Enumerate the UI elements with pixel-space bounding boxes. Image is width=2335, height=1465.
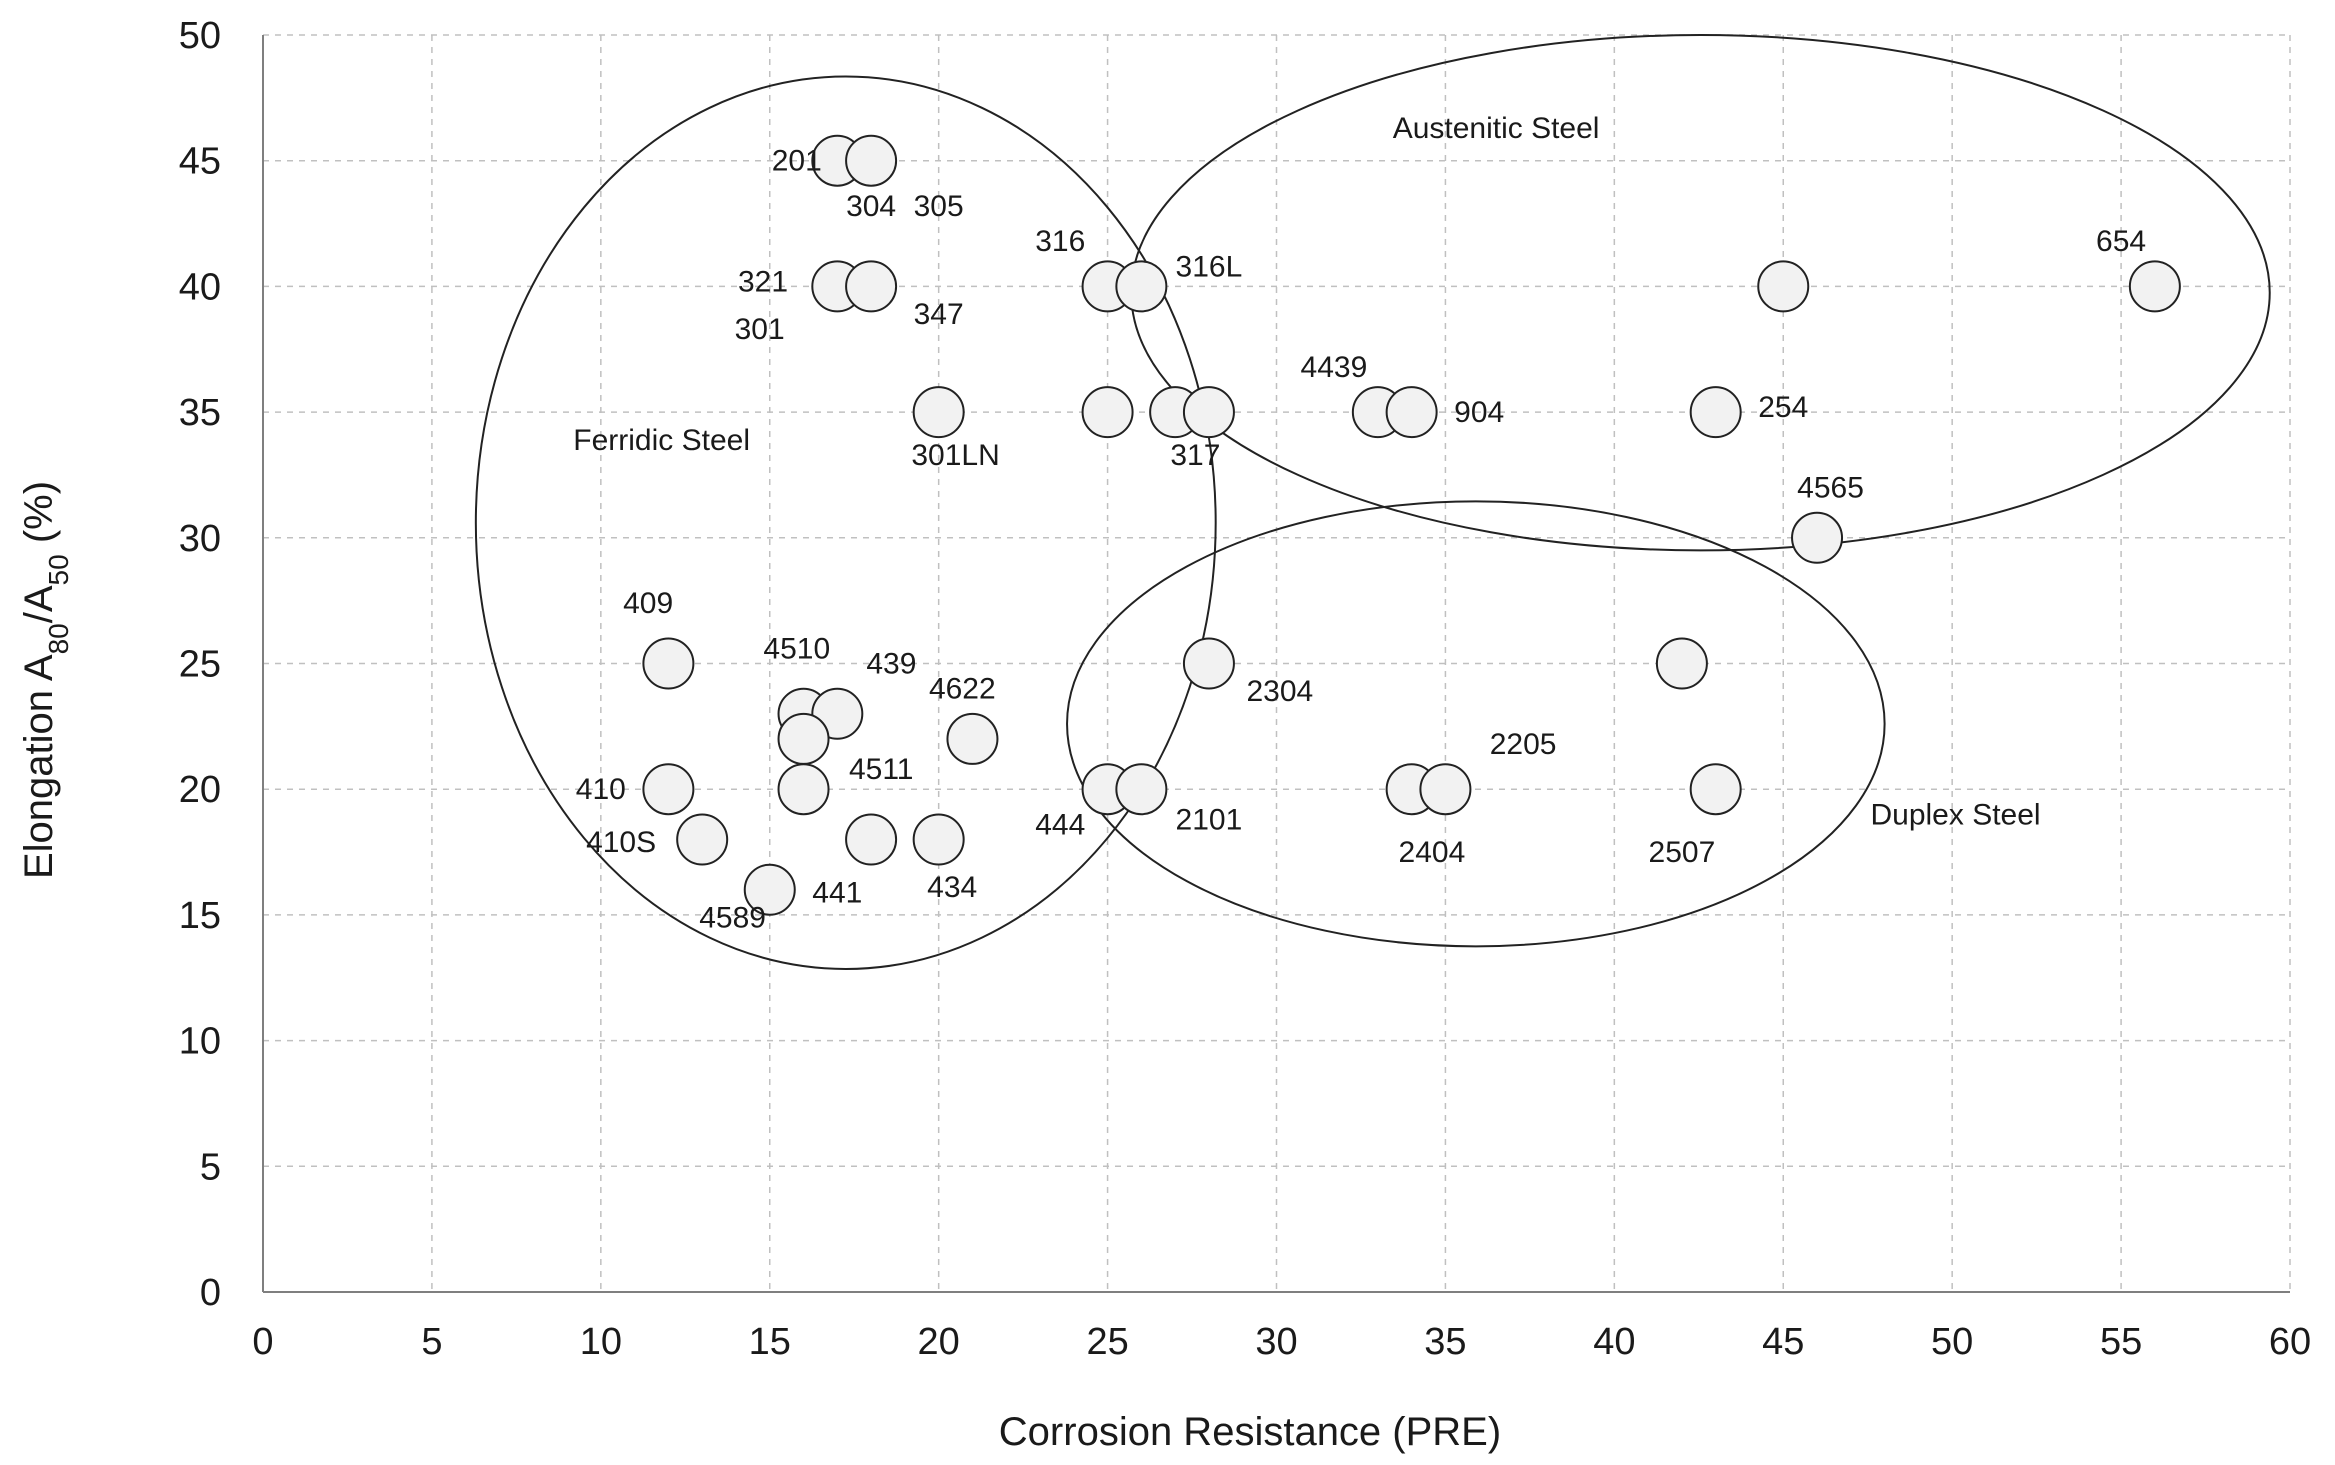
group-label: Duplex Steel: [1870, 798, 2040, 831]
data-point: [1182, 637, 1235, 690]
group-labels: Ferridic Steel Austenitic Steel Duplex Ste…: [573, 112, 2040, 831]
point-label: 439: [866, 648, 916, 681]
point-label: 2304: [1247, 675, 1314, 708]
group-label: Austenitic Steel: [1393, 112, 1600, 145]
data-point: [743, 863, 796, 916]
x-tick-label: 55: [2100, 1321, 2142, 1363]
x-axis-title: Corrosion Resistance (PRE): [999, 1410, 1501, 1454]
data-point: [1081, 386, 1134, 439]
point-label: 444: [1035, 808, 1085, 841]
data-point: [912, 813, 965, 866]
x-tick-label: 45: [1762, 1321, 1804, 1363]
y-tick-label: 15: [179, 895, 221, 937]
point-label: 441: [812, 876, 862, 909]
data-point: [642, 637, 695, 690]
group-label: Ferridic Steel: [573, 424, 750, 457]
point-label: 317: [1170, 439, 1220, 472]
data-point: [912, 386, 965, 439]
x-tick-label: 10: [580, 1321, 622, 1363]
data-point: [845, 813, 898, 866]
data-point: [1115, 763, 1168, 816]
point-label: 305: [914, 190, 964, 223]
point-label: 316L: [1176, 250, 1243, 283]
group-ellipse: [474, 75, 1217, 970]
point-label: 304: [846, 190, 896, 223]
x-tick-label: 5: [421, 1321, 442, 1363]
point-label: 4589: [699, 901, 766, 934]
point-label: 4565: [1797, 472, 1864, 505]
data-point: [1655, 637, 1708, 690]
x-tick-label: 20: [918, 1321, 960, 1363]
point-label: 2404: [1399, 836, 1466, 869]
point-label: 2205: [1490, 728, 1557, 761]
point-label: 201: [772, 145, 822, 178]
data-point: [1385, 386, 1438, 439]
point-label: 4439: [1301, 351, 1368, 384]
group-ellipse: [1130, 34, 2271, 552]
y-tick-label: 50: [179, 15, 221, 57]
data-point: [676, 813, 729, 866]
data-point: [1689, 386, 1742, 439]
x-tick-label: 0: [252, 1321, 273, 1363]
data-point: [1115, 260, 1168, 313]
point-label: 301: [735, 313, 785, 346]
y-tick-label: 5: [200, 1146, 221, 1188]
tick-labels: 0 5 10 15 20 25 30 35 40 45 50 55 60 0 5 10 15 20 25 30 35 40…: [179, 15, 2311, 1363]
y-tick-label: 20: [179, 769, 221, 811]
data-point: [845, 260, 898, 313]
y-tick-label: 35: [179, 392, 221, 434]
point-label: 2507: [1649, 836, 1716, 869]
point-label: 2101: [1176, 803, 1243, 836]
point-label: 654: [2096, 225, 2146, 258]
point-label: 347: [914, 298, 964, 331]
x-tick-label: 60: [2269, 1321, 2311, 1363]
data-point: [777, 763, 830, 816]
group-ellipses: [474, 34, 2271, 970]
point-labels: 201 304 305 316 316L 654 321 347 301 4439 904 254 30…: [576, 145, 2146, 935]
y-tick-label: 0: [200, 1272, 221, 1314]
y-tick-label: 40: [179, 266, 221, 308]
x-tick-label: 25: [1086, 1321, 1128, 1363]
point-label: 904: [1454, 396, 1504, 429]
data-point: [1791, 511, 1844, 564]
y-tick-label: 30: [179, 518, 221, 560]
point-label: 4622: [929, 673, 996, 706]
point-label: 4511: [849, 753, 914, 786]
data-point: [1689, 763, 1742, 816]
data-points: [642, 134, 2181, 916]
data-point: [1182, 386, 1235, 439]
x-tick-label: 35: [1424, 1321, 1466, 1363]
point-label: 4510: [763, 632, 830, 665]
point-label: 254: [1758, 391, 1808, 424]
data-point: [946, 712, 999, 765]
x-tick-label: 15: [749, 1321, 791, 1363]
x-tick-label: 40: [1593, 1321, 1635, 1363]
data-point: [1419, 763, 1472, 816]
axes: [262, 35, 2290, 1293]
point-label: 410S: [586, 826, 656, 859]
point-label: 301LN: [911, 439, 999, 472]
y-axis-title: Elongation A80/A50 (%): [17, 481, 74, 879]
x-tick-label: 30: [1255, 1321, 1297, 1363]
point-label: 434: [927, 871, 977, 904]
y-tick-label: 10: [179, 1021, 221, 1063]
data-point: [777, 712, 830, 765]
y-tick-label: 45: [179, 141, 221, 183]
group-ellipse: [1066, 500, 1886, 948]
data-point: [642, 763, 695, 816]
x-tick-label: 50: [1931, 1321, 1973, 1363]
y-tick-label: 25: [179, 644, 221, 686]
data-point: [2128, 260, 2181, 313]
point-label: 316: [1035, 225, 1085, 258]
grid-lines: [263, 34, 2291, 1292]
point-label: 321: [738, 265, 788, 298]
point-label: 410: [576, 773, 626, 806]
data-point: [1757, 260, 1810, 313]
data-point: [845, 134, 898, 187]
point-label: 409: [623, 587, 673, 620]
